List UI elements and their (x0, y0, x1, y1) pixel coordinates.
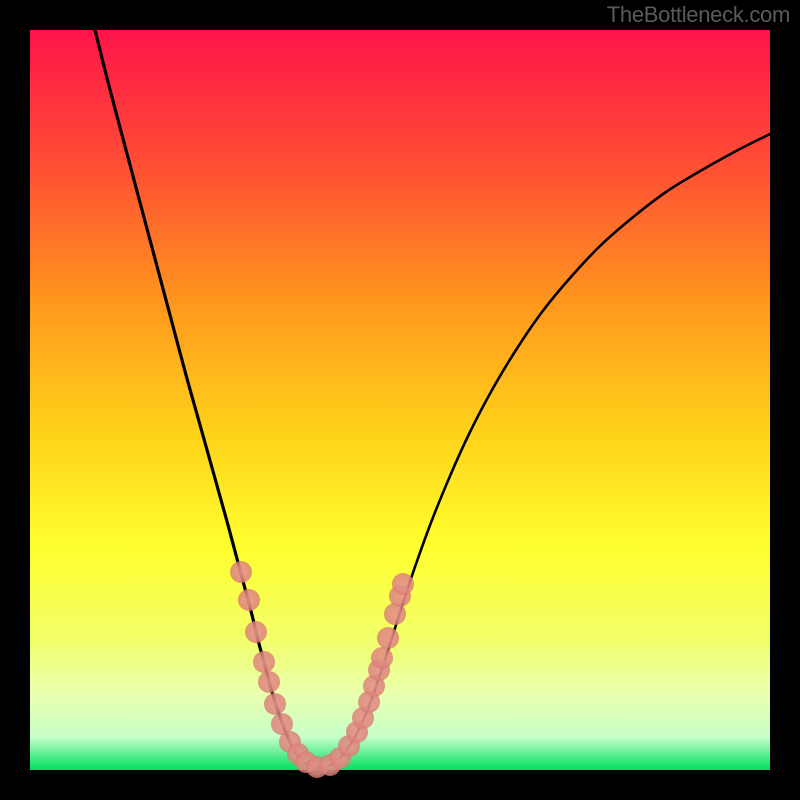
data-marker (245, 621, 267, 643)
data-marker (392, 573, 414, 595)
data-marker (230, 561, 252, 583)
data-marker (377, 627, 399, 649)
data-marker (238, 589, 260, 611)
chart-curves (30, 30, 770, 770)
data-marker (253, 651, 275, 673)
v-curve-left-branch (95, 30, 318, 768)
data-marker (371, 647, 393, 669)
marker-group-left (230, 561, 328, 778)
watermark-text: TheBottleneck.com (607, 2, 790, 28)
data-marker (258, 671, 280, 693)
plot-area (30, 30, 770, 770)
data-marker (264, 693, 286, 715)
marker-group-right (319, 573, 414, 776)
